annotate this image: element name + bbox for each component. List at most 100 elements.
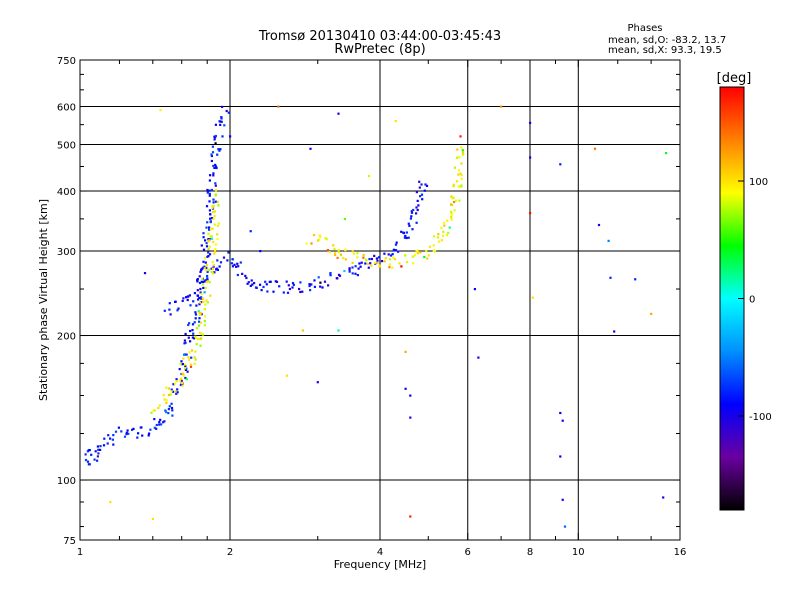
- data-point: [369, 262, 372, 265]
- data-point: [205, 299, 208, 302]
- y-tick-label: 400: [57, 187, 76, 198]
- data-point: [182, 297, 185, 300]
- data-point: [199, 338, 202, 341]
- data-point: [226, 259, 229, 262]
- data-point: [206, 191, 209, 194]
- data-point: [184, 376, 187, 380]
- data-point: [446, 219, 449, 222]
- data-point: [180, 377, 183, 380]
- data-point: [262, 285, 265, 289]
- data-point: [211, 227, 214, 230]
- data-point: [559, 411, 562, 415]
- data-point: [218, 265, 221, 268]
- data-point: [291, 286, 294, 289]
- data-point: [203, 265, 206, 268]
- data-point: [266, 290, 269, 293]
- data-point: [409, 515, 412, 518]
- data-point: [453, 209, 456, 212]
- x-axis-label: Frequency [MHz]: [334, 558, 426, 571]
- data-point: [96, 455, 99, 458]
- data-point: [214, 142, 217, 145]
- data-point: [183, 374, 186, 377]
- data-point: [126, 429, 129, 432]
- data-point: [207, 268, 211, 271]
- data-point: [167, 412, 170, 415]
- data-point: [208, 209, 211, 212]
- data-point: [175, 392, 178, 395]
- data-point: [291, 282, 295, 285]
- data-point: [335, 277, 338, 280]
- data-point: [321, 286, 324, 289]
- data-point: [445, 234, 448, 237]
- data-point: [442, 234, 445, 237]
- data-point: [317, 276, 320, 279]
- data-point: [285, 374, 288, 377]
- data-point: [402, 231, 405, 234]
- data-point: [370, 257, 373, 261]
- x-tick-label: 1: [77, 547, 83, 558]
- data-point: [197, 324, 201, 327]
- data-point: [230, 262, 233, 265]
- data-point: [194, 335, 197, 338]
- grid-lines: [80, 60, 680, 540]
- data-point: [376, 261, 379, 264]
- data-point: [125, 431, 128, 434]
- data-point: [339, 253, 342, 256]
- data-point: [428, 245, 431, 248]
- data-point: [460, 174, 463, 177]
- data-point: [383, 252, 386, 255]
- data-point: [354, 265, 357, 268]
- data-point: [212, 164, 215, 167]
- data-point: [149, 428, 152, 431]
- y-axis-label: Stationary phase Virtual Height [km]: [37, 199, 50, 401]
- data-point: [201, 277, 204, 280]
- data-point: [421, 198, 424, 201]
- data-point: [424, 183, 427, 186]
- data-point: [342, 257, 345, 260]
- data-point: [185, 353, 188, 356]
- data-point: [357, 267, 360, 270]
- data-point: [120, 430, 123, 433]
- data-point: [216, 259, 219, 262]
- data-point: [198, 281, 202, 285]
- data-point: [198, 303, 201, 306]
- data-point: [408, 224, 411, 227]
- data-point: [97, 448, 100, 451]
- data-point: [288, 287, 291, 291]
- data-point: [344, 258, 347, 261]
- data-point: [389, 254, 393, 257]
- chart-subtitle: RwPretec (8p): [334, 42, 425, 57]
- data-point: [415, 206, 418, 209]
- data-point: [203, 324, 206, 327]
- data-point: [333, 252, 337, 255]
- data-point: [151, 517, 154, 521]
- data-point: [193, 292, 196, 295]
- data-point: [354, 272, 357, 275]
- data-point: [378, 265, 381, 268]
- data-point: [183, 339, 186, 342]
- data-point: [609, 276, 612, 279]
- data-point: [274, 280, 277, 283]
- x-tick-label: 6: [465, 547, 471, 558]
- data-point: [189, 340, 192, 343]
- axis-ticks: 1 2 4 6 8 10 16 75 100 200 300 400 500 600 750: [57, 56, 686, 558]
- data-point: [376, 259, 379, 262]
- data-point: [308, 284, 311, 288]
- data-point: [159, 418, 162, 421]
- data-point: [559, 455, 562, 458]
- data-point: [449, 203, 453, 206]
- data-point: [529, 212, 532, 215]
- data-point: [206, 301, 209, 304]
- data-point: [419, 251, 422, 254]
- data-point: [452, 196, 455, 199]
- data-point: [269, 280, 272, 283]
- y-tick-label: 300: [57, 247, 76, 258]
- y-tick-label: 500: [57, 141, 76, 152]
- data-point: [329, 274, 332, 277]
- data-point: [334, 253, 337, 256]
- y-tick-label: 100: [57, 476, 76, 487]
- data-point: [204, 261, 207, 264]
- data-point: [227, 251, 230, 254]
- data-point: [189, 365, 193, 368]
- data-point: [529, 156, 532, 159]
